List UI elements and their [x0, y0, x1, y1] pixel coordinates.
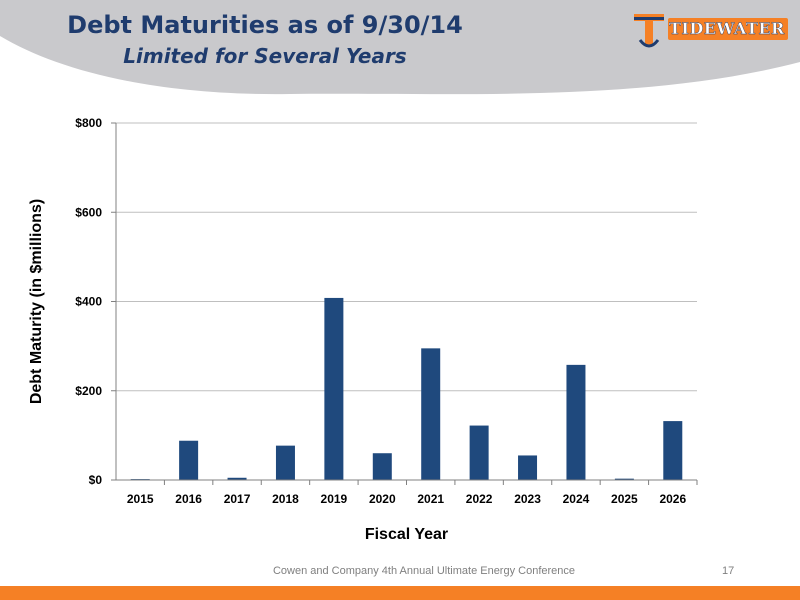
bar-2025: [614, 478, 634, 480]
x-tick-label: 2017: [224, 492, 251, 506]
slide-title: Debt Maturities as of 9/30/14: [67, 11, 463, 39]
bars: [130, 297, 683, 480]
y-axis-title: Debt Maturity (in $millions): [28, 199, 45, 404]
x-tick-label: 2022: [466, 492, 493, 506]
y-tick-label: $400: [75, 295, 102, 309]
x-tick-label: 2015: [127, 492, 154, 506]
bar-2017: [227, 477, 247, 480]
x-tick-label: 2023: [514, 492, 541, 506]
tidewater-logo: [634, 14, 788, 48]
axes: [111, 122, 698, 485]
bar-2021: [421, 348, 441, 480]
x-tick-label: 2025: [611, 492, 638, 506]
x-tick-label: 2026: [659, 492, 686, 506]
logo-text: TIDEWATER: [669, 19, 785, 38]
x-tick-label: 2019: [321, 492, 348, 506]
tidewater-t-icon: [634, 14, 664, 48]
y-tick-label: $800: [75, 116, 102, 130]
footer-text: Cowen and Company 4th Annual Ultimate En…: [272, 565, 576, 577]
bar-chart: $0 $200 $400 $600 $800 2015 2016 2017 2018 2019 20…: [28, 116, 698, 543]
bar-2026: [663, 421, 683, 480]
bar-2023: [518, 455, 538, 480]
axis-labels: $0 $200 $400 $600 $800 2015 2016 2017 2018 2019 20…: [28, 116, 686, 543]
y-tick-label: $0: [89, 473, 103, 487]
bar-2016: [179, 440, 199, 480]
x-tick-label: 2024: [563, 492, 590, 506]
x-tick-label: 2020: [369, 492, 396, 506]
bar-2020: [372, 453, 392, 480]
x-axis-title: Fiscal Year: [365, 526, 448, 543]
bar-2024: [566, 364, 586, 480]
x-tick-label: 2016: [175, 492, 202, 506]
page-number: 17: [722, 565, 735, 577]
x-tick-label: 2021: [417, 492, 444, 506]
bottom-accent-bar: [0, 586, 800, 600]
y-tick-label: $200: [75, 384, 102, 398]
x-tick-label: 2018: [272, 492, 299, 506]
bar-2018: [275, 445, 295, 480]
bar-2022: [469, 425, 489, 480]
slide-subtitle: Limited for Several Years: [123, 44, 407, 68]
y-tick-label: $600: [75, 205, 102, 219]
header-band: [0, 0, 800, 95]
gridlines: [116, 122, 697, 392]
bar-2019: [324, 297, 344, 480]
